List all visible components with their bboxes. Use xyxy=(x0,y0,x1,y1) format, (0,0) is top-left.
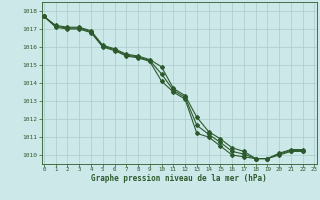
X-axis label: Graphe pression niveau de la mer (hPa): Graphe pression niveau de la mer (hPa) xyxy=(91,174,267,183)
